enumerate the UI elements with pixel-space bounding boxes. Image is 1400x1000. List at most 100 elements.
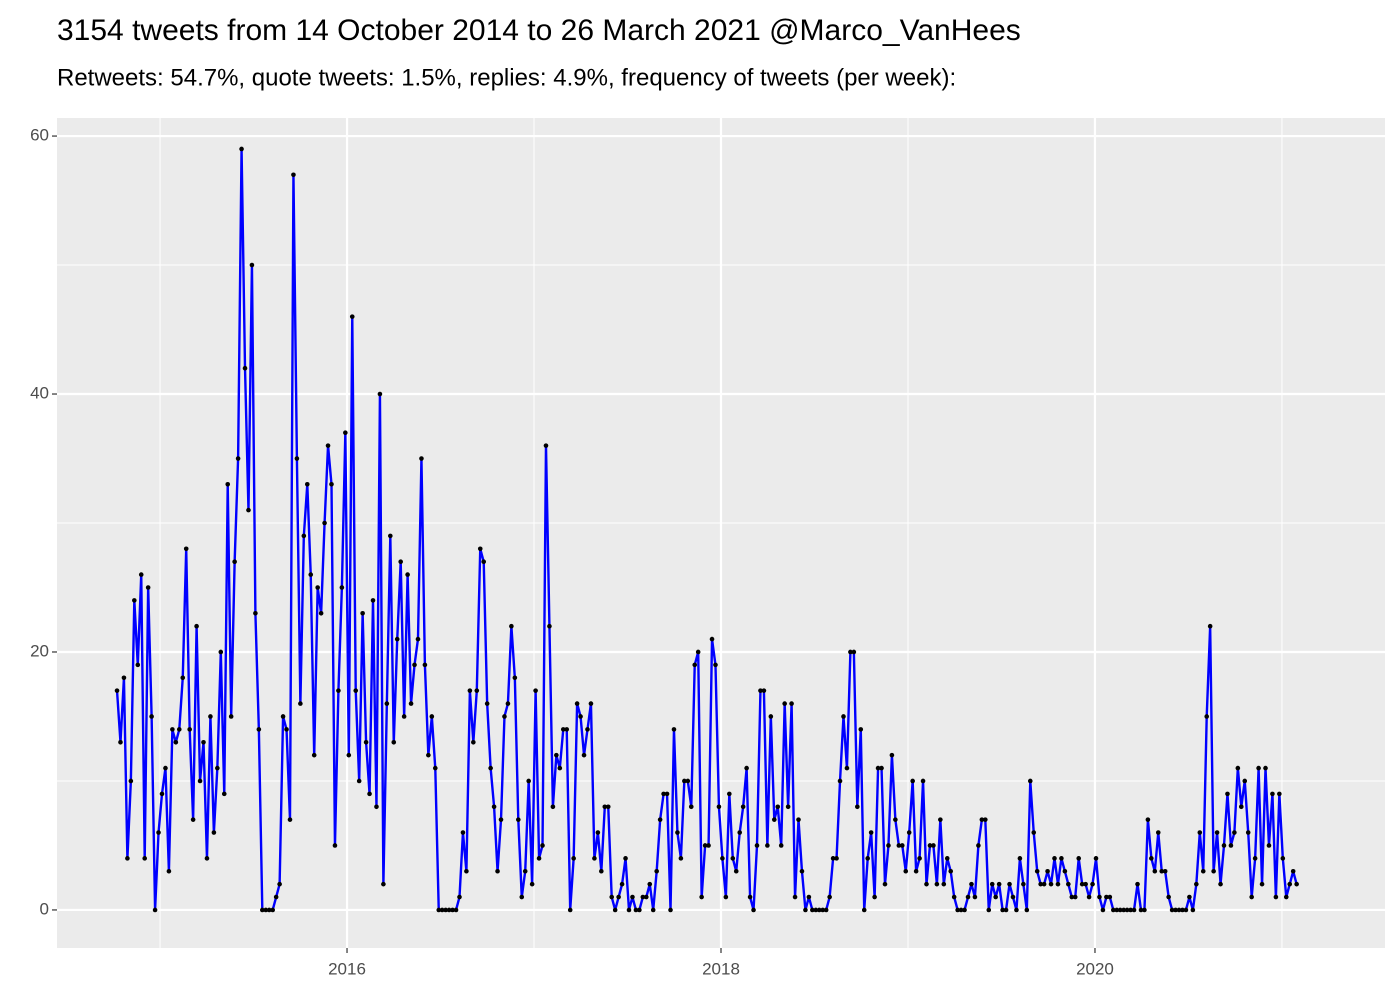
- point: [1100, 907, 1106, 913]
- point: [291, 172, 296, 178]
- point: [391, 739, 397, 745]
- point: [820, 907, 826, 913]
- point: [516, 817, 521, 822]
- point: [429, 714, 435, 719]
- point: [232, 559, 237, 564]
- point: [810, 907, 815, 913]
- point: [457, 894, 462, 900]
- point: [581, 752, 587, 758]
- point: [983, 817, 988, 822]
- point: [1072, 894, 1078, 900]
- point: [948, 868, 954, 874]
- point: [1052, 856, 1057, 861]
- point: [190, 817, 196, 822]
- point: [938, 817, 943, 822]
- point: [1059, 856, 1064, 861]
- point: [415, 636, 421, 642]
- point: [879, 765, 884, 771]
- point: [266, 907, 272, 913]
- point: [913, 868, 919, 874]
- point: [460, 830, 466, 835]
- point: [592, 856, 597, 861]
- point: [1238, 804, 1244, 810]
- point: [605, 804, 611, 810]
- point: [1218, 881, 1223, 887]
- point: [1135, 881, 1140, 887]
- point: [426, 752, 431, 758]
- point: [626, 907, 632, 913]
- point: [1204, 714, 1210, 719]
- point: [979, 817, 985, 822]
- point: [436, 907, 442, 913]
- point: [1149, 856, 1154, 861]
- point: [1062, 868, 1068, 874]
- point: [675, 830, 680, 835]
- point: [796, 817, 801, 822]
- point: [993, 894, 998, 900]
- point: [477, 546, 483, 552]
- point: [896, 843, 902, 848]
- point: [315, 585, 320, 590]
- point: [388, 533, 393, 539]
- point: [1294, 881, 1299, 887]
- point: [547, 623, 552, 629]
- point: [201, 739, 206, 745]
- point: [1270, 791, 1275, 797]
- point: [996, 881, 1002, 887]
- point: [156, 830, 161, 835]
- point: [754, 843, 760, 848]
- point: [903, 868, 909, 874]
- point: [875, 765, 881, 771]
- point: [560, 727, 566, 732]
- point: [830, 856, 836, 861]
- point: [367, 791, 372, 797]
- point: [758, 688, 763, 693]
- point: [242, 365, 248, 371]
- point: [844, 765, 850, 771]
- point: [1142, 907, 1147, 913]
- point: [713, 662, 718, 668]
- point: [761, 688, 767, 693]
- point: [145, 585, 151, 590]
- point: [654, 868, 659, 874]
- point: [481, 559, 487, 564]
- point: [1086, 894, 1092, 900]
- point: [733, 868, 739, 874]
- point: [308, 572, 314, 577]
- point: [730, 856, 736, 861]
- point: [132, 598, 137, 603]
- chart-title: 3154 tweets from 14 October 2014 to 26 M…: [57, 14, 1021, 47]
- point: [771, 817, 777, 822]
- point: [263, 907, 269, 913]
- point: [173, 739, 179, 745]
- point: [519, 894, 525, 900]
- point: [1055, 881, 1061, 887]
- point: [204, 856, 210, 861]
- point: [768, 714, 774, 719]
- point: [536, 856, 542, 861]
- point: [1000, 907, 1005, 913]
- point: [1277, 791, 1282, 797]
- point: [439, 907, 445, 913]
- point: [567, 907, 573, 913]
- y-tick-label: 0: [40, 899, 49, 918]
- point: [1066, 881, 1071, 887]
- point: [668, 907, 673, 913]
- point: [868, 830, 874, 835]
- point: [246, 507, 251, 513]
- point: [571, 856, 576, 861]
- point: [848, 649, 853, 655]
- point: [114, 688, 120, 693]
- point: [149, 714, 154, 719]
- point: [861, 907, 867, 913]
- point: [661, 791, 666, 797]
- point: [253, 610, 258, 616]
- point: [325, 443, 331, 448]
- point: [298, 701, 303, 706]
- point: [837, 778, 843, 784]
- point: [1259, 881, 1265, 887]
- point: [893, 817, 898, 822]
- point: [640, 894, 646, 900]
- point: [187, 727, 192, 732]
- point: [889, 752, 895, 758]
